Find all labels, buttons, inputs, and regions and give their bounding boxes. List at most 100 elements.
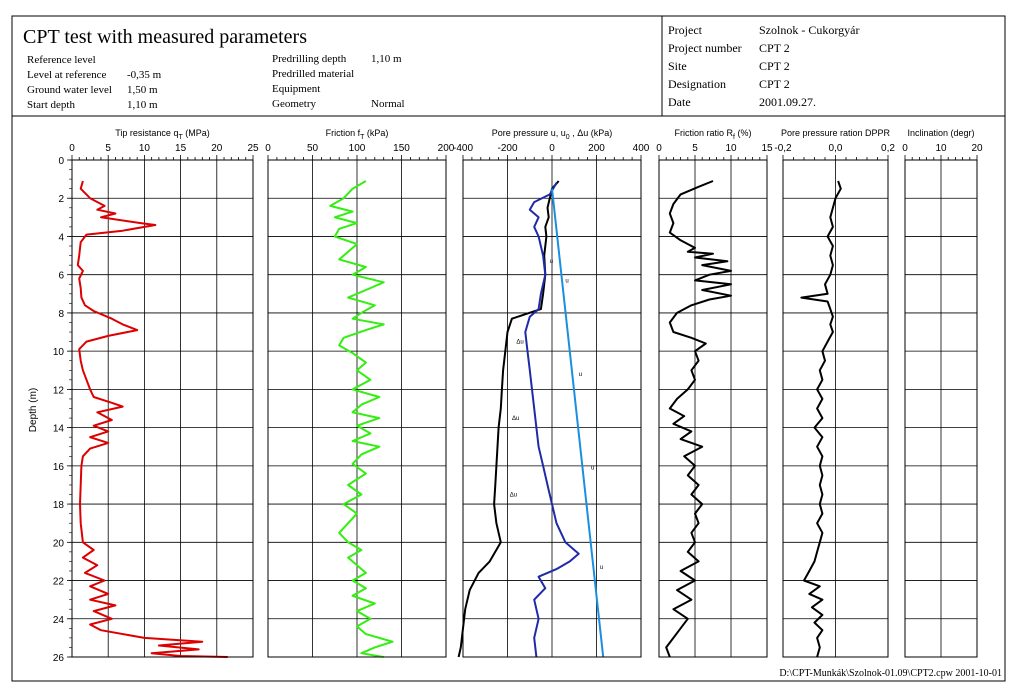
curve-annotation: u — [550, 259, 553, 265]
x-tick-label: 200 — [438, 143, 455, 154]
x-tick-label: 25 — [247, 143, 259, 154]
project-value: CPT 2 — [759, 77, 790, 91]
depth-axis-label: Depth (m) — [28, 388, 39, 432]
series-line-friction-0 — [329, 180, 394, 658]
curve-annotation: Δu — [512, 416, 519, 422]
panel-frame — [658, 159, 768, 658]
field-label: Geometry — [272, 98, 316, 110]
panel-title-main: Friction ratio R — [675, 128, 734, 138]
x-tick-label: 20 — [971, 143, 983, 154]
series-line-fratio-0 — [665, 180, 732, 658]
x-tick-label: 0 — [69, 143, 75, 154]
y-tick-label: 24 — [53, 615, 65, 626]
series-line-dppr-0 — [800, 180, 842, 658]
y-tick-label: 12 — [53, 385, 65, 396]
project-value: Szolnok - Cukorgyár — [759, 23, 859, 37]
panel-frame — [782, 159, 889, 658]
panel-title-unit: (MPa) — [183, 128, 210, 138]
curve-annotation: u — [600, 565, 603, 571]
field-label: Predrilling depth — [272, 53, 347, 65]
field-label: Start depth — [27, 99, 75, 111]
project-label: Project — [668, 23, 703, 37]
curve-annotation: u — [579, 372, 582, 378]
project-label: Date — [668, 95, 691, 109]
x-tick-label: 0,0 — [829, 143, 843, 154]
x-tick-label: 150 — [393, 143, 410, 154]
y-tick-label: 26 — [53, 653, 65, 664]
y-tick-label: 10 — [53, 347, 65, 358]
x-tick-label: 100 — [349, 143, 366, 154]
panel-frame — [904, 159, 978, 658]
curve-annotation: u — [565, 278, 568, 284]
panel-tip: Tip resistance qT (MPa)0 5 10 15 20 250246810… — [53, 128, 259, 664]
y-tick-label: 22 — [53, 577, 65, 588]
project-label: Site — [668, 59, 687, 73]
x-tick-label: 5 — [105, 143, 111, 154]
x-tick-label: 15 — [175, 143, 187, 154]
project-value: 2001.09.27. — [759, 95, 816, 109]
field-value: 1,10 m — [127, 99, 158, 111]
x-tick-label: -400 — [453, 143, 473, 154]
series-line-pore-0 — [457, 180, 560, 658]
x-tick-label: -0,2 — [774, 143, 792, 154]
panel-title: Pore pressure u, u0 , Δu (kPa) — [492, 128, 612, 141]
project-label: Designation — [668, 77, 726, 91]
panel-title-main: Tip resistance q — [115, 128, 178, 138]
field-label: Ground water level — [27, 84, 112, 96]
panel-title: Pore pressure ration DPPR — [781, 128, 891, 138]
panel-friction: Friction fT (kPa) 0 50 100 150 200 — [265, 128, 455, 658]
x-tick-label: -200 — [497, 143, 517, 154]
x-tick-label: 10 — [139, 143, 151, 154]
x-tick-label: 50 — [307, 143, 319, 154]
x-tick-label: 0 — [656, 143, 662, 154]
panel-title-main: Pore pressure u, u — [492, 128, 566, 138]
panel-title: Friction fT (kPa) — [326, 128, 389, 141]
panel-title: Inclination (degr) — [907, 128, 974, 138]
panel-title-main: Friction f — [326, 128, 361, 138]
x-tick-label: 15 — [761, 143, 773, 154]
panel-title-subscript: 0 — [566, 134, 570, 141]
field-label: Reference level — [27, 54, 96, 66]
project-label: Project number — [668, 41, 742, 55]
plot-panels: Tip resistance qT (MPa)0 5 10 15 20 250246810… — [53, 128, 983, 664]
outer-frame — [11, 15, 1006, 682]
field-label: Level at reference — [27, 69, 106, 81]
panel-frame — [267, 159, 447, 658]
y-tick-label: 8 — [58, 309, 64, 320]
y-tick-label: 18 — [53, 500, 65, 511]
project-value: CPT 2 — [759, 59, 790, 73]
curve-annotation: Δu — [510, 492, 517, 498]
panel-incl: Inclination (degr) 0 10 20 — [902, 128, 983, 658]
x-tick-label: 0,2 — [881, 143, 895, 154]
panel-title-subscript: T — [360, 134, 365, 141]
y-tick-label: 20 — [53, 538, 65, 549]
header-fields-mid: Predrilling depth 1,10 m Predrilled mate… — [272, 53, 405, 110]
x-tick-label: 0 — [902, 143, 908, 154]
panel-pore: Pore pressure u, u0 , Δu (kPa)-400 -200 0 2… — [453, 128, 650, 658]
panel-frame — [71, 159, 254, 658]
panel-title-unit: (%) — [735, 128, 752, 138]
panel-title: Friction ratio Rf (%) — [675, 128, 752, 141]
panel-dppr: Pore pressure ration DPPR -0,2 0,0 0,2 — [774, 128, 895, 658]
y-tick-label: 6 — [58, 271, 64, 282]
series-line-tip-0 — [76, 180, 228, 658]
field-label: Predrilled material — [272, 68, 354, 80]
field-value: -0,35 m — [127, 69, 162, 81]
panel-frame — [462, 159, 642, 658]
x-tick-label: 400 — [633, 143, 650, 154]
panel-title-unit: , Δu (kPa) — [570, 128, 613, 138]
file-path: D:\CPT-Munkák\Szolnok-01.09\CPT2.cpw 200… — [779, 668, 1002, 679]
panel-title-main: Inclination (degr) — [907, 128, 974, 138]
field-value: 1,50 m — [127, 84, 158, 96]
header-fields-left: Reference level Level at reference -0,35… — [27, 54, 162, 111]
series-line-pore-2 — [551, 188, 605, 658]
y-tick-label: 2 — [58, 194, 64, 205]
x-tick-label: 0 — [549, 143, 555, 154]
x-tick-label: 200 — [588, 143, 605, 154]
x-tick-label: 10 — [935, 143, 947, 154]
field-value: Normal — [371, 98, 405, 110]
curve-annotation: u — [591, 466, 594, 472]
series-line-pore-1 — [524, 182, 580, 658]
field-value: 1,10 m — [371, 53, 402, 65]
